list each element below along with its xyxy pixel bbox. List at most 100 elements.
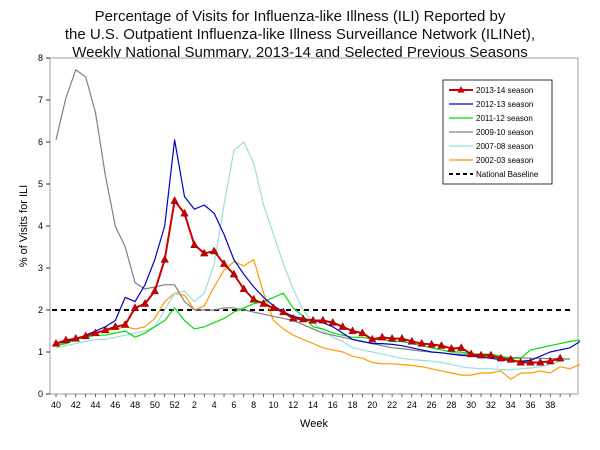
legend-label: 2011-12 season bbox=[476, 114, 533, 123]
data-point bbox=[457, 343, 466, 351]
data-point bbox=[397, 333, 407, 342]
data-point bbox=[200, 248, 209, 257]
data-point bbox=[447, 344, 456, 352]
x-tick-label: 34 bbox=[506, 400, 516, 410]
x-tick-label: 10 bbox=[268, 400, 278, 410]
x-axis: 40 42 44 46 48 50 52 2 4 6 8 10 12 14 16 18 20 22 24 26 28 30… bbox=[51, 394, 571, 410]
data-point bbox=[298, 314, 308, 323]
data-point bbox=[467, 349, 476, 358]
data-point bbox=[506, 354, 515, 363]
data-point bbox=[308, 315, 318, 324]
x-tick-label: 22 bbox=[387, 400, 397, 410]
y-tick-label: 5 bbox=[38, 179, 43, 189]
x-axis-title: Week bbox=[300, 418, 328, 430]
data-point bbox=[81, 331, 90, 340]
series-line bbox=[55, 139, 581, 362]
data-point bbox=[61, 335, 71, 344]
data-point bbox=[249, 294, 258, 303]
data-point bbox=[437, 341, 446, 349]
data-point bbox=[536, 357, 545, 366]
data-point bbox=[91, 328, 100, 337]
data-point bbox=[289, 313, 298, 322]
x-tick-label: 28 bbox=[446, 400, 456, 410]
data-point bbox=[279, 307, 288, 316]
data-point bbox=[121, 320, 130, 328]
series-line bbox=[55, 259, 581, 380]
data-point bbox=[259, 299, 268, 307]
data-point bbox=[555, 353, 565, 362]
data-point bbox=[486, 350, 496, 359]
x-tick-label: 8 bbox=[251, 400, 256, 410]
y-axis-title: % of Visits for ILI bbox=[18, 185, 30, 267]
x-tick-label: 40 bbox=[51, 400, 61, 410]
x-tick-label: 38 bbox=[545, 400, 555, 410]
data-point bbox=[140, 299, 150, 307]
y-tick-label: 1 bbox=[38, 347, 43, 357]
data-point bbox=[358, 328, 367, 337]
x-tick-label: 36 bbox=[525, 400, 535, 410]
x-tick-label: 12 bbox=[288, 400, 298, 410]
series-layer bbox=[51, 69, 581, 380]
legend: 2013-14 season 2012-13 season 2011-12 seas… bbox=[442, 79, 553, 185]
data-point bbox=[71, 333, 80, 342]
data-point bbox=[269, 303, 278, 311]
x-tick-label: 46 bbox=[110, 400, 120, 410]
data-point bbox=[190, 240, 199, 248]
data-point bbox=[219, 259, 229, 267]
y-tick-label: 2 bbox=[38, 305, 43, 315]
legend-label: National Baseline bbox=[476, 170, 539, 179]
data-point bbox=[229, 269, 239, 278]
data-point bbox=[338, 322, 347, 330]
y-tick-label: 4 bbox=[38, 221, 43, 231]
y-tick-label: 0 bbox=[38, 389, 43, 399]
data-point bbox=[516, 357, 525, 366]
legend-label: 2012-13 season bbox=[476, 100, 533, 109]
x-tick-label: 16 bbox=[328, 400, 338, 410]
data-point bbox=[150, 286, 159, 295]
data-point bbox=[378, 332, 387, 341]
x-tick-label: 52 bbox=[170, 400, 180, 410]
x-tick-label: 32 bbox=[486, 400, 496, 410]
data-point bbox=[387, 333, 397, 342]
data-point bbox=[407, 336, 416, 345]
data-point bbox=[476, 350, 486, 359]
x-tick-label: 14 bbox=[308, 400, 318, 410]
data-point bbox=[210, 246, 219, 255]
data-point bbox=[546, 356, 555, 365]
x-tick-label: 18 bbox=[348, 400, 358, 410]
y-tick-label: 7 bbox=[38, 95, 43, 105]
legend-label: 2002-03 season bbox=[476, 156, 533, 165]
x-tick-label: 50 bbox=[150, 400, 160, 410]
data-point bbox=[130, 303, 140, 311]
y-tick-label: 6 bbox=[38, 137, 43, 147]
x-tick-label: 20 bbox=[367, 400, 377, 410]
data-point bbox=[526, 357, 535, 366]
x-tick-label: 4 bbox=[212, 400, 217, 410]
chart-title-line-1: Percentage of Visits for Influenza-like … bbox=[94, 8, 506, 25]
data-point bbox=[348, 326, 357, 334]
chart-title-line-3: Weekly National Summary, 2013-14 and Sel… bbox=[72, 44, 528, 61]
legend-label: 2013-14 season bbox=[476, 86, 533, 95]
x-tick-label: 44 bbox=[91, 400, 101, 410]
data-point bbox=[160, 254, 169, 263]
data-point bbox=[417, 338, 426, 347]
y-axis: 0 1 2 3 4 5 6 7 8 bbox=[38, 53, 50, 399]
x-tick-label: 42 bbox=[71, 400, 81, 410]
x-tick-label: 26 bbox=[427, 400, 437, 410]
x-tick-label: 2 bbox=[192, 400, 197, 410]
data-point bbox=[318, 315, 328, 324]
x-tick-label: 6 bbox=[231, 400, 236, 410]
data-point bbox=[328, 317, 337, 326]
y-tick-label: 3 bbox=[38, 263, 43, 273]
x-tick-label: 48 bbox=[130, 400, 140, 410]
data-point bbox=[496, 353, 505, 362]
data-point bbox=[111, 322, 120, 330]
data-point bbox=[101, 325, 110, 334]
legend-marker bbox=[457, 86, 465, 93]
data-point bbox=[368, 334, 377, 343]
data-point bbox=[239, 284, 248, 292]
legend-label: 2009-10 season bbox=[476, 128, 533, 137]
x-tick-label: 30 bbox=[466, 400, 476, 410]
